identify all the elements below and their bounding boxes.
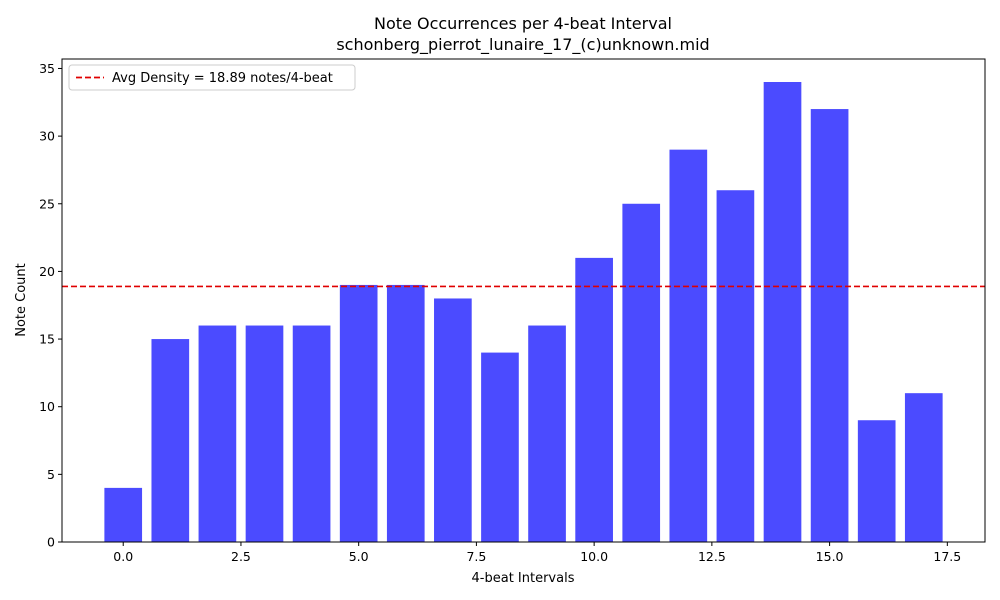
x-tick-label: 2.5 (231, 549, 251, 564)
y-tick-label: 5 (47, 467, 55, 482)
bar-17 (904, 393, 943, 542)
bar-9 (528, 325, 566, 542)
y-axis-label: Note Count (14, 263, 29, 337)
x-tick-label: 0.0 (113, 549, 133, 564)
y-tick-label: 0 (47, 535, 55, 550)
bar-10 (575, 257, 613, 542)
bar-6 (386, 284, 425, 542)
legend-label: Avg Density = 18.89 notes/4-beat (112, 71, 333, 86)
bar-5 (339, 284, 378, 542)
chart-subtitle: schonberg_pierrot_lunaire_17_(c)unknown.… (336, 35, 709, 55)
bar-12 (669, 149, 708, 542)
y-tick-label: 30 (39, 129, 55, 144)
x-tick-label: 17.5 (933, 549, 961, 564)
x-tick-label: 5.0 (349, 549, 369, 564)
x-tick-label: 15.0 (816, 549, 844, 564)
bar-13 (716, 190, 755, 542)
legend-box (68, 64, 356, 91)
bar-4 (292, 325, 331, 542)
bars-group (104, 82, 943, 542)
bar-0 (104, 487, 143, 542)
bar-16 (857, 420, 896, 542)
y-axis-ticks: 0 5 10 15 20 25 30 35 (39, 61, 62, 550)
bar-14 (763, 82, 802, 542)
y-tick-label: 20 (39, 264, 55, 279)
y-tick-label: 35 (39, 61, 55, 76)
bar-1 (151, 339, 190, 542)
x-tick-label: 10.0 (580, 549, 608, 564)
x-tick-label: 7.5 (466, 549, 486, 564)
bar-3 (245, 325, 284, 542)
x-axis-label: 4-beat Intervals (472, 571, 575, 586)
bar-15 (810, 109, 849, 542)
y-tick-label: 10 (39, 399, 55, 414)
bar-7 (434, 298, 472, 542)
x-axis-ticks: 0.0 2.5 5.0 7.5 10.0 12.5 15.0 17.5 (113, 542, 961, 564)
chart-title: Note Occurrences per 4-beat Interval (374, 14, 672, 33)
y-tick-label: 15 (39, 332, 55, 347)
bar-2 (198, 325, 237, 542)
legend: Avg Density = 18.89 notes/4-beat (68, 64, 356, 91)
x-tick-label: 12.5 (698, 549, 726, 564)
y-tick-label: 25 (39, 196, 55, 211)
plot-frame (61, 58, 986, 543)
bar-8 (481, 352, 519, 542)
bar-11 (622, 203, 661, 542)
